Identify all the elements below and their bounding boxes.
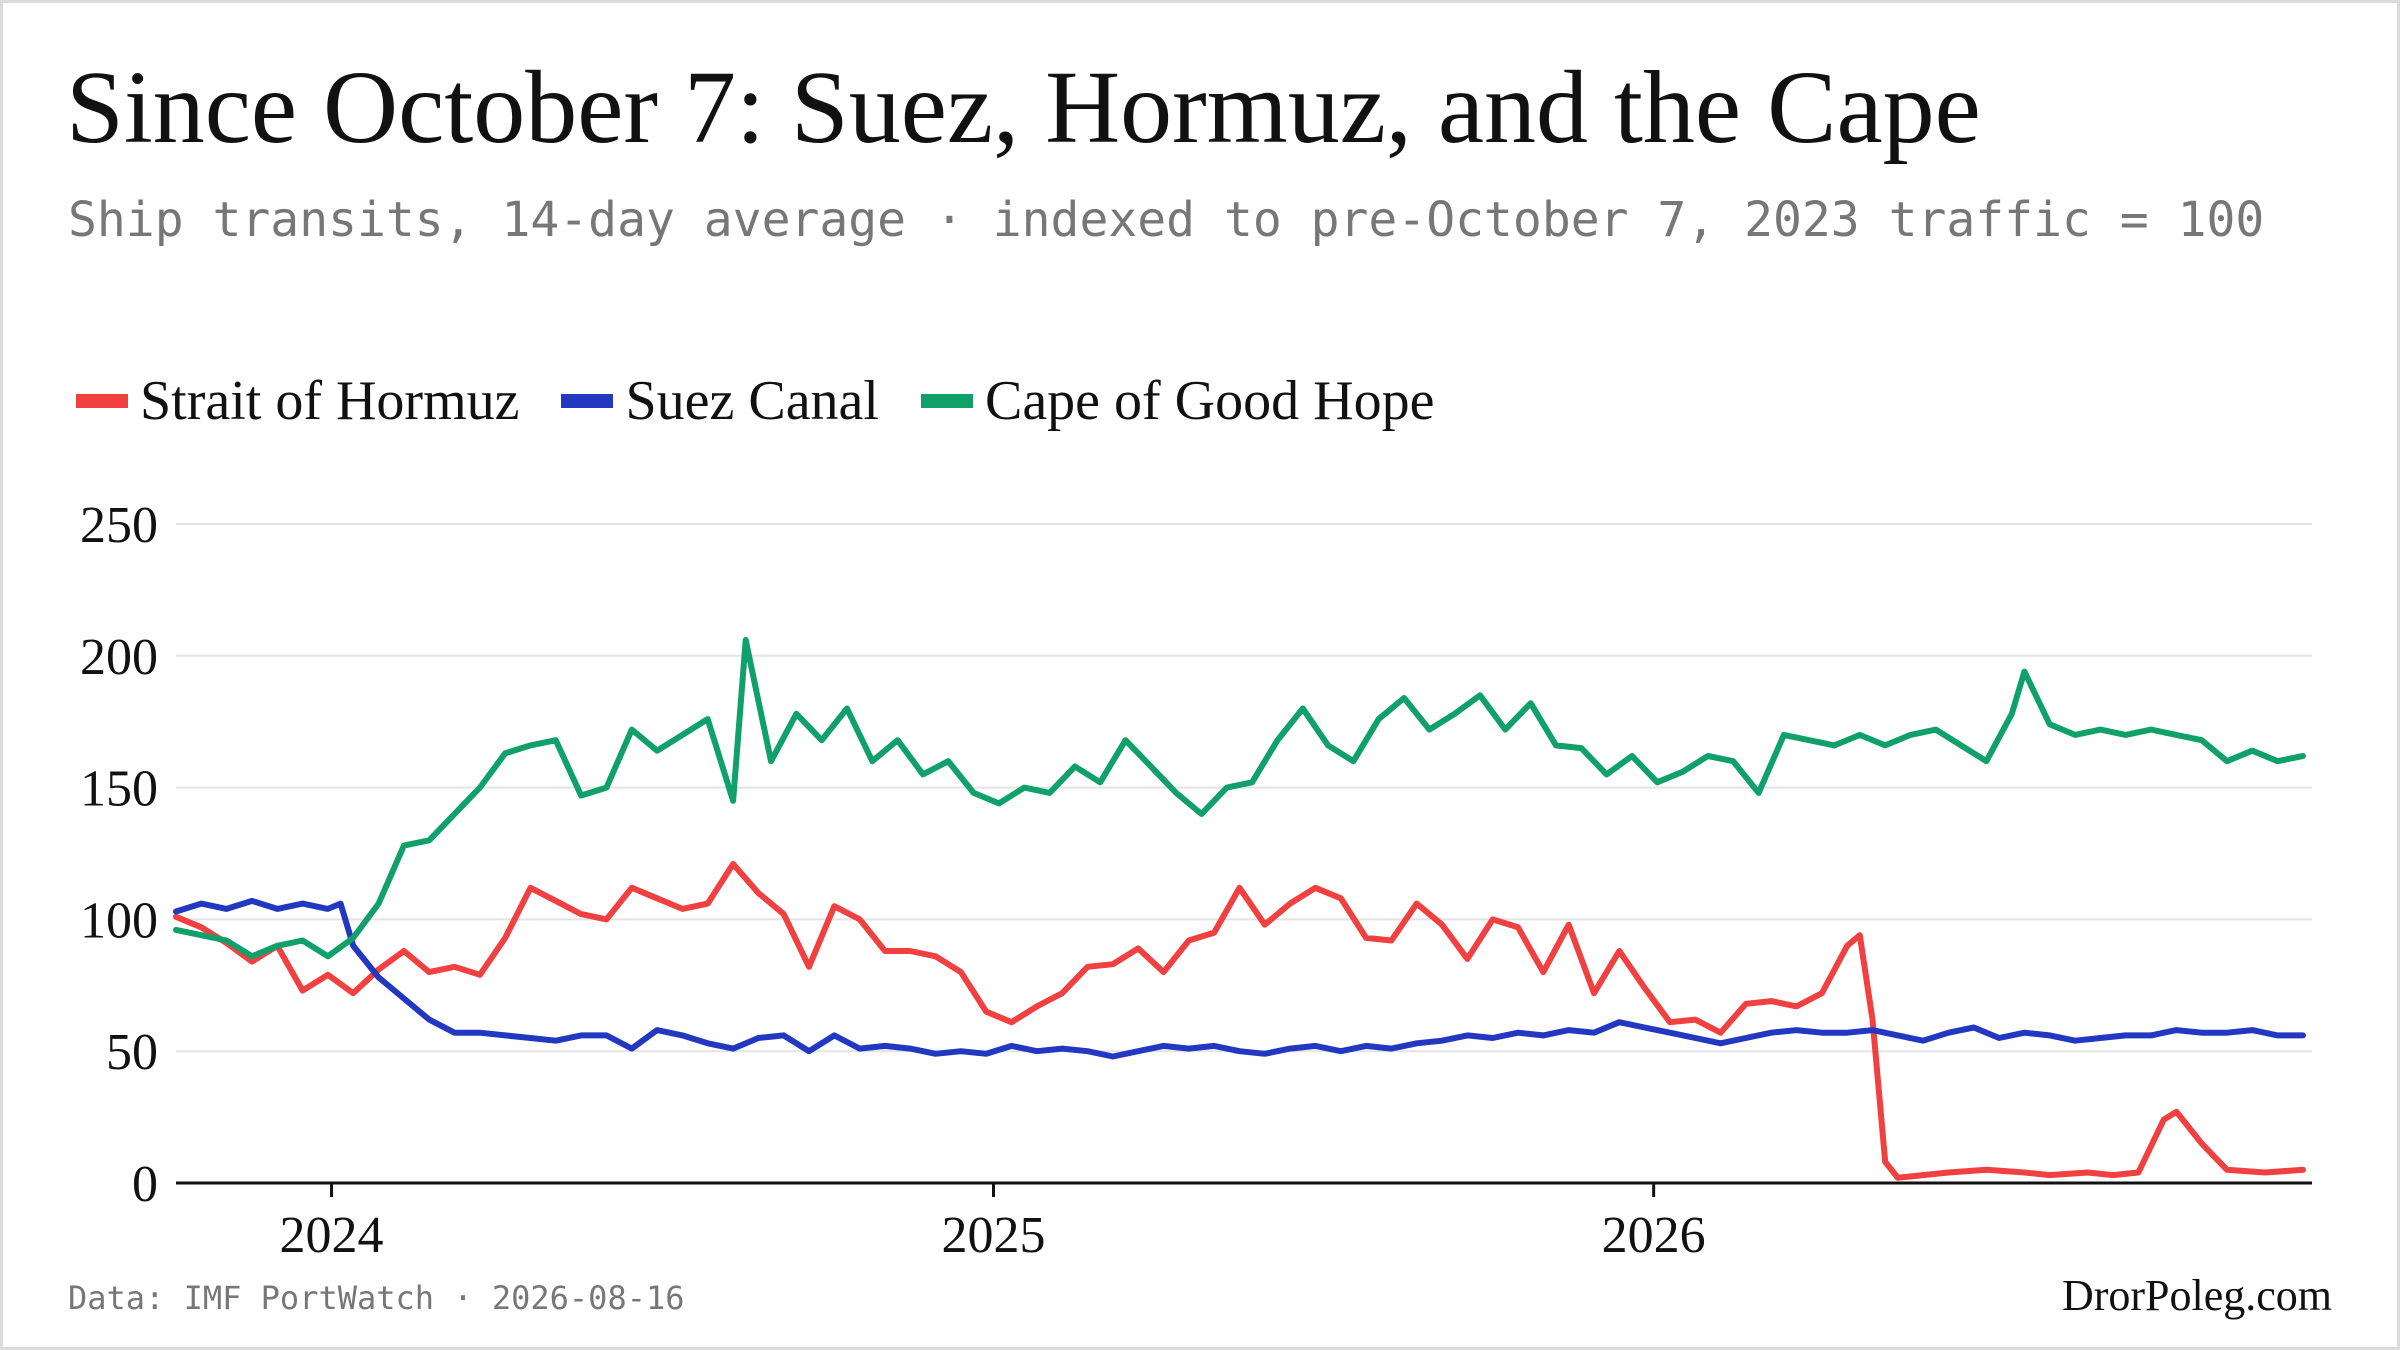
grid-layer <box>176 523 2312 1053</box>
series-line-suez <box>173 897 2306 1060</box>
legend-swatch-cape <box>920 394 973 408</box>
axis-layer: 0 50 100 150 200 250 2024 2025 2026 <box>80 497 2312 1264</box>
chart-subtitle: Ship transits, 14-day average · indexed … <box>68 192 2265 248</box>
y-tick-label-100: 100 <box>80 892 158 949</box>
legend-item-suez[interactable]: Suez Canal <box>561 366 879 436</box>
series-layer <box>173 637 2306 1181</box>
legend-item-hormuz[interactable]: Strait of Hormuz <box>76 366 519 436</box>
y-tick-label-200: 200 <box>80 629 158 686</box>
series-line-hormuz <box>173 861 2306 1181</box>
x-tick-label-2026: 2026 <box>1602 1207 1706 1264</box>
legend-label-suez: Suez Canal <box>625 370 879 432</box>
brand-credit: DrorPoleg.com <box>2061 1271 2332 1320</box>
legend-label-hormuz: Strait of Hormuz <box>140 370 520 432</box>
legend-label-cape: Cape of Good Hope <box>984 370 1435 432</box>
series-line-cape <box>173 637 2306 960</box>
legend-swatch-hormuz <box>76 394 128 408</box>
legend-swatch-suez <box>561 394 614 408</box>
y-tick-label-250: 250 <box>80 497 158 554</box>
legend-item-cape[interactable]: Cape of Good Hope <box>920 366 1435 436</box>
legend: Strait of Hormuz Suez Canal Cape of Good… <box>76 366 1476 436</box>
y-tick-label-150: 150 <box>80 761 158 818</box>
y-tick-label-50: 50 <box>106 1024 158 1081</box>
y-tick-label-0: 0 <box>132 1156 158 1213</box>
x-tick-label-2024: 2024 <box>280 1207 384 1264</box>
x-tick-label-2025: 2025 <box>942 1207 1046 1264</box>
source-note: Data: IMF PortWatch · 2026-08-16 <box>68 1279 685 1317</box>
chart-title: Since October 7: Suez, Hormuz, and the C… <box>66 50 1981 165</box>
